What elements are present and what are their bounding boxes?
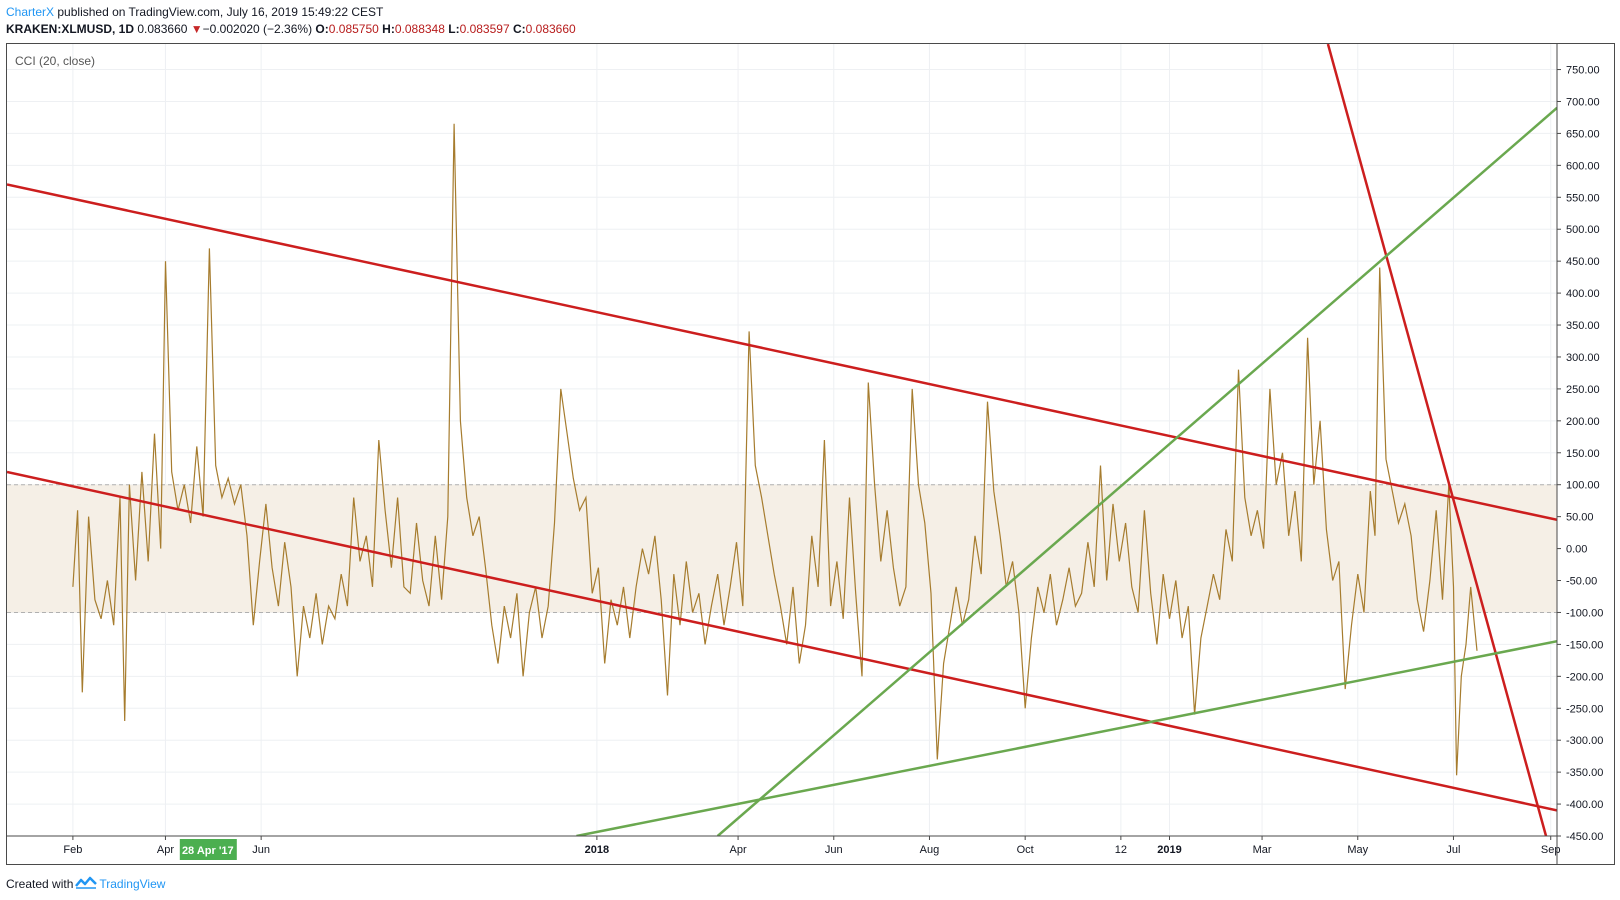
time-tick-label: Jul: [1446, 844, 1460, 856]
price-tick-label: -200.00: [1566, 671, 1603, 683]
tradingview-link[interactable]: TradingView: [99, 877, 166, 891]
price-tick-label: 100.00: [1566, 480, 1600, 492]
time-tick-label: Oct: [1017, 844, 1034, 856]
time-tick-label: 2019: [1157, 844, 1181, 856]
author-link[interactable]: CharterX: [6, 5, 55, 19]
price-tick-label: -150.00: [1566, 639, 1603, 651]
footer: Created with TradingView: [6, 876, 165, 892]
publish-text: published on TradingView.com, July 16, 2…: [57, 5, 384, 19]
high-label: H:: [382, 22, 395, 36]
price-tick-label: -300.00: [1566, 735, 1603, 747]
price-tick-label: 450.00: [1566, 256, 1600, 268]
trend-line-red-3[interactable]: [1326, 44, 1548, 836]
price-tick-label: -250.00: [1566, 703, 1603, 715]
price-tick-label: 250.00: [1566, 384, 1600, 396]
price-tick-label: -50.00: [1566, 576, 1597, 588]
time-tick-label: Aug: [920, 844, 940, 856]
price-tick-label: 300.00: [1566, 352, 1600, 364]
chart-frame: [6, 43, 1615, 865]
price-axis[interactable]: 750.00 700.00 650.00 600.00 550.00 500.00 450.…: [1557, 65, 1603, 843]
price-tick-label: 150.00: [1566, 448, 1600, 460]
open-label: O:: [315, 22, 329, 36]
time-tick-label: Apr: [730, 844, 747, 856]
time-tick-label: Feb: [63, 844, 82, 856]
price-change: −0.002020 (−2.36%): [202, 22, 313, 36]
price-tick-label: 650.00: [1566, 128, 1600, 140]
price-tick-label: 200.00: [1566, 416, 1600, 428]
tradingview-logo-icon: [75, 876, 98, 889]
trend-line-red-1[interactable]: [7, 183, 1557, 522]
time-tick-label: 12: [1115, 844, 1127, 856]
publish-info: CharterX published on TradingView.com, J…: [6, 4, 383, 20]
trend-line-green-4[interactable]: [716, 106, 1557, 836]
time-tick-label: May: [1347, 844, 1368, 856]
price-tick-label: 0.00: [1566, 544, 1587, 556]
time-tick-label: Jun: [825, 844, 843, 856]
price-tick-label: 600.00: [1566, 160, 1600, 172]
price-tick-label: -350.00: [1566, 767, 1603, 779]
indicator-label[interactable]: CCI (20, close): [15, 54, 95, 68]
trend-lines: [7, 44, 1557, 836]
grid-lines: [7, 44, 1557, 837]
time-tick-label: Apr: [157, 844, 174, 856]
close-label: C:: [512, 22, 526, 36]
last-price: 0.083660: [137, 22, 188, 36]
price-tick-label: 750.00: [1566, 65, 1600, 77]
date-badge-bg: [179, 839, 237, 860]
trend-line-red-2[interactable]: [7, 470, 1557, 812]
close-value: 0.083660: [525, 22, 576, 36]
date-badge: 28 Apr '17: [179, 839, 237, 860]
cci-series-line: [72, 123, 1478, 776]
price-tick-label: 50.00: [1566, 512, 1594, 524]
high-value: 0.088348: [394, 22, 445, 36]
time-axis[interactable]: Feb Apr Jun 2018 Apr Jun Aug Oct 12 2019 Mar May Jul…: [63, 836, 1561, 856]
down-arrow-icon: ▼: [190, 22, 203, 36]
price-tick-label: 500.00: [1566, 224, 1600, 236]
created-with-text: Created with: [6, 877, 74, 891]
low-label: L:: [448, 22, 460, 36]
symbol-info-bar: KRAKEN:XLMUSD, 1D 0.083660 ▼−0.002020 (−…: [6, 21, 576, 37]
time-tick-label: Sep: [1541, 844, 1561, 856]
symbol-name: KRAKEN:XLMUSD, 1D: [6, 22, 135, 36]
trend-line-green-5[interactable]: [576, 639, 1557, 836]
price-tick-label: 350.00: [1566, 320, 1600, 332]
open-value: 0.085750: [328, 22, 379, 36]
price-tick-label: -450.00: [1566, 831, 1603, 843]
time-tick-label: 2018: [585, 844, 609, 856]
price-tick-label: 400.00: [1566, 288, 1600, 300]
price-tick-label: 700.00: [1566, 96, 1600, 108]
price-tick-label: -400.00: [1566, 799, 1603, 811]
price-tick-label: 550.00: [1566, 192, 1600, 204]
time-tick-label: Mar: [1253, 844, 1272, 856]
price-tick-label: -100.00: [1566, 607, 1603, 619]
low-value: 0.083597: [459, 22, 510, 36]
date-badge-text: 28 Apr '17: [182, 845, 234, 857]
time-tick-label: Jun: [252, 844, 270, 856]
